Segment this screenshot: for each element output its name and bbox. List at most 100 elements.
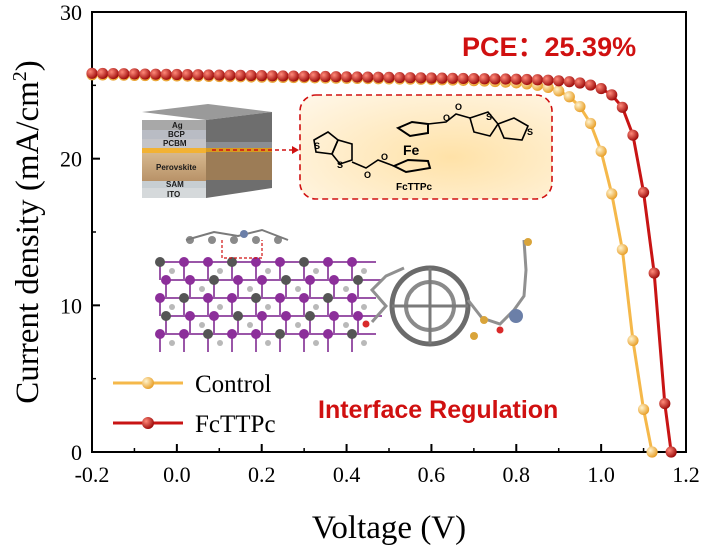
lattice-atom xyxy=(305,311,315,321)
legend-marker-fcttpc xyxy=(142,417,154,429)
y-tick-label: 10 xyxy=(60,293,82,318)
data-point xyxy=(637,186,650,198)
lattice-atom xyxy=(299,329,309,339)
lattice-atom xyxy=(329,311,339,321)
y-tick-label: 0 xyxy=(71,440,82,465)
s-atom-label-3: S xyxy=(486,112,492,122)
data-point xyxy=(574,101,586,113)
lattice-atom xyxy=(209,275,219,285)
data-point xyxy=(107,68,119,80)
y-axis-ticks: 0 10 20 30 xyxy=(60,0,100,465)
data-point xyxy=(118,68,130,80)
data-point xyxy=(245,69,257,82)
data-point xyxy=(319,70,331,83)
data-point xyxy=(521,73,533,86)
s-atom-label-2: S xyxy=(337,160,343,170)
organic-cation xyxy=(313,268,319,274)
data-point xyxy=(287,70,300,82)
organic-cation xyxy=(265,340,271,346)
right-thiophene-a xyxy=(469,111,499,137)
organic-cation xyxy=(343,286,349,292)
data-point xyxy=(584,79,597,91)
data-point xyxy=(606,188,618,200)
legend: Control FcTTPc xyxy=(113,371,276,438)
y-tick-label: 30 xyxy=(60,0,82,25)
organic-cation xyxy=(361,268,367,274)
sulfur-atom-3 xyxy=(470,332,478,340)
left-ester-bond xyxy=(351,159,395,169)
sulfur-atom-1 xyxy=(480,316,488,324)
legend-marker-control xyxy=(142,377,154,389)
data-point xyxy=(648,267,660,279)
o-atom-label-4: O xyxy=(455,102,462,112)
lattice-atom xyxy=(275,257,285,267)
lattice-atom xyxy=(347,257,357,267)
layer-bcp xyxy=(142,130,206,139)
lattice-atom xyxy=(347,329,357,339)
data-point xyxy=(531,74,544,86)
data-point xyxy=(606,89,618,101)
data-point xyxy=(256,70,268,82)
x-axis-label: Voltage (V) xyxy=(312,510,466,546)
oxygen-atom-1 xyxy=(362,320,370,328)
surface-fe-atom xyxy=(240,230,248,238)
o-atom-label-1: O xyxy=(364,170,371,180)
data-point xyxy=(394,71,406,84)
organic-cation xyxy=(199,286,205,292)
organic-cation xyxy=(247,286,253,292)
right-ester-bond xyxy=(427,113,471,125)
lattice-atom xyxy=(161,311,171,321)
lattice-atom xyxy=(185,311,195,321)
pce-annotation: PCE：25.39% xyxy=(462,32,636,62)
organic-cation xyxy=(169,340,175,346)
data-point xyxy=(404,72,416,84)
surface-molecule-atom xyxy=(252,236,260,244)
layer-pcbm xyxy=(142,139,206,148)
lattice-atom xyxy=(251,257,261,267)
data-point xyxy=(457,72,469,85)
data-point xyxy=(203,69,215,81)
data-point xyxy=(383,71,395,84)
data-point xyxy=(595,82,607,95)
organic-cation xyxy=(295,322,301,328)
arrow-head-icon xyxy=(292,146,299,154)
organic-cation xyxy=(343,322,349,328)
organic-cation xyxy=(265,304,271,310)
layer-perovskite xyxy=(142,153,206,181)
fe-center-atom xyxy=(509,309,523,323)
y-axis-label-superscript: 2 xyxy=(9,71,31,81)
organic-cation xyxy=(313,304,319,310)
lattice-atom xyxy=(329,275,339,285)
lattice-atom xyxy=(353,311,363,321)
data-point xyxy=(637,403,650,416)
data-point xyxy=(616,244,628,256)
lattice-atom xyxy=(281,311,291,321)
molecule-illustration: Fe S S S S O O O O FcTTPc xyxy=(299,94,553,200)
data-point xyxy=(340,71,353,83)
series-fcttpc xyxy=(86,67,677,458)
data-point xyxy=(478,73,491,85)
lattice-atom xyxy=(185,275,195,285)
layer-label-sam: SAM xyxy=(166,180,184,189)
lattice-atom xyxy=(155,329,165,339)
layer-ag xyxy=(142,120,206,130)
x-axis-ticks: -0.2 0.0 0.2 0.4 0.6 0.8 1.0 1.2 xyxy=(75,444,700,487)
organic-cation xyxy=(169,304,175,310)
data-point xyxy=(665,446,677,458)
lattice-atom xyxy=(305,275,315,285)
data-point xyxy=(553,85,565,97)
oxygen-atom-2 xyxy=(496,326,504,334)
data-point xyxy=(584,117,597,130)
data-point xyxy=(510,73,522,85)
lattice-atom xyxy=(203,257,213,267)
lattice-atom xyxy=(323,329,333,339)
series-layer xyxy=(86,67,677,458)
lattice-atom xyxy=(323,257,333,267)
lattice-atom xyxy=(179,293,189,303)
lattice-atom xyxy=(257,311,267,321)
data-point xyxy=(150,68,162,80)
pcbm-side-chain xyxy=(369,266,405,323)
lattice-atom xyxy=(251,329,261,339)
data-point xyxy=(128,68,141,80)
